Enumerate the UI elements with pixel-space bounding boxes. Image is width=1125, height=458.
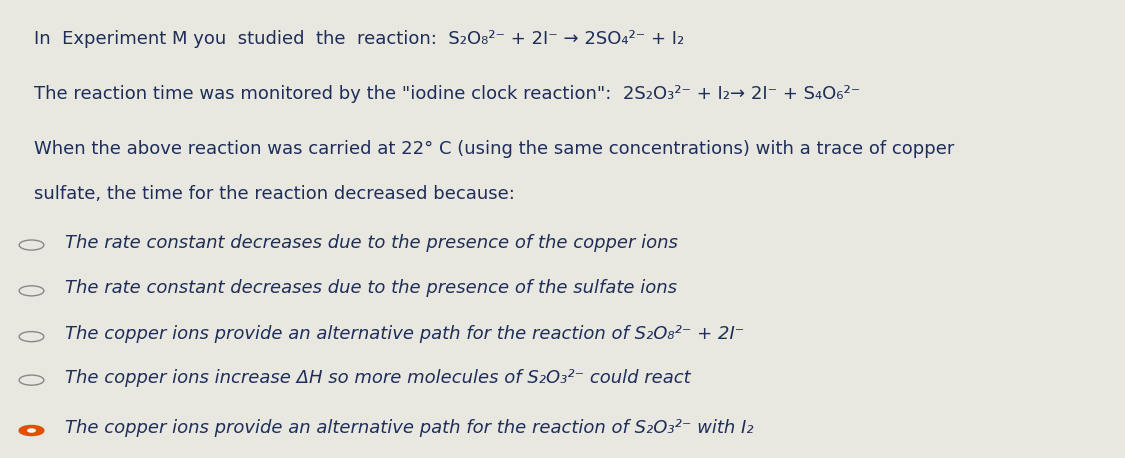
Circle shape [28,429,35,432]
Text: When the above reaction was carried at 22° C (using the same concentrations) wit: When the above reaction was carried at 2… [34,140,954,158]
Text: The copper ions provide an alternative path for the reaction of S₂O₈²⁻ + 2I⁻: The copper ions provide an alternative p… [65,325,745,343]
Text: The copper ions provide an alternative path for the reaction of S₂O₃²⁻ with I₂: The copper ions provide an alternative p… [65,419,754,437]
Text: The rate constant decreases due to the presence of the copper ions: The rate constant decreases due to the p… [65,234,678,251]
Text: sulfate, the time for the reaction decreased because:: sulfate, the time for the reaction decre… [34,185,514,203]
Text: The reaction time was monitored by the "iodine clock reaction":  2S₂O₃²⁻ + I₂→ 2: The reaction time was monitored by the "… [34,85,860,103]
Text: In  Experiment M you  studied  the  reaction:  S₂O₈²⁻ + 2I⁻ → 2SO₄²⁻ + I₂: In Experiment M you studied the reaction… [34,30,684,48]
Text: The rate constant decreases due to the presence of the sulfate ions: The rate constant decreases due to the p… [65,279,677,297]
Text: The copper ions increase ΔH so more molecules of S₂O₃²⁻ could react: The copper ions increase ΔH so more mole… [65,369,691,387]
Circle shape [19,425,44,436]
